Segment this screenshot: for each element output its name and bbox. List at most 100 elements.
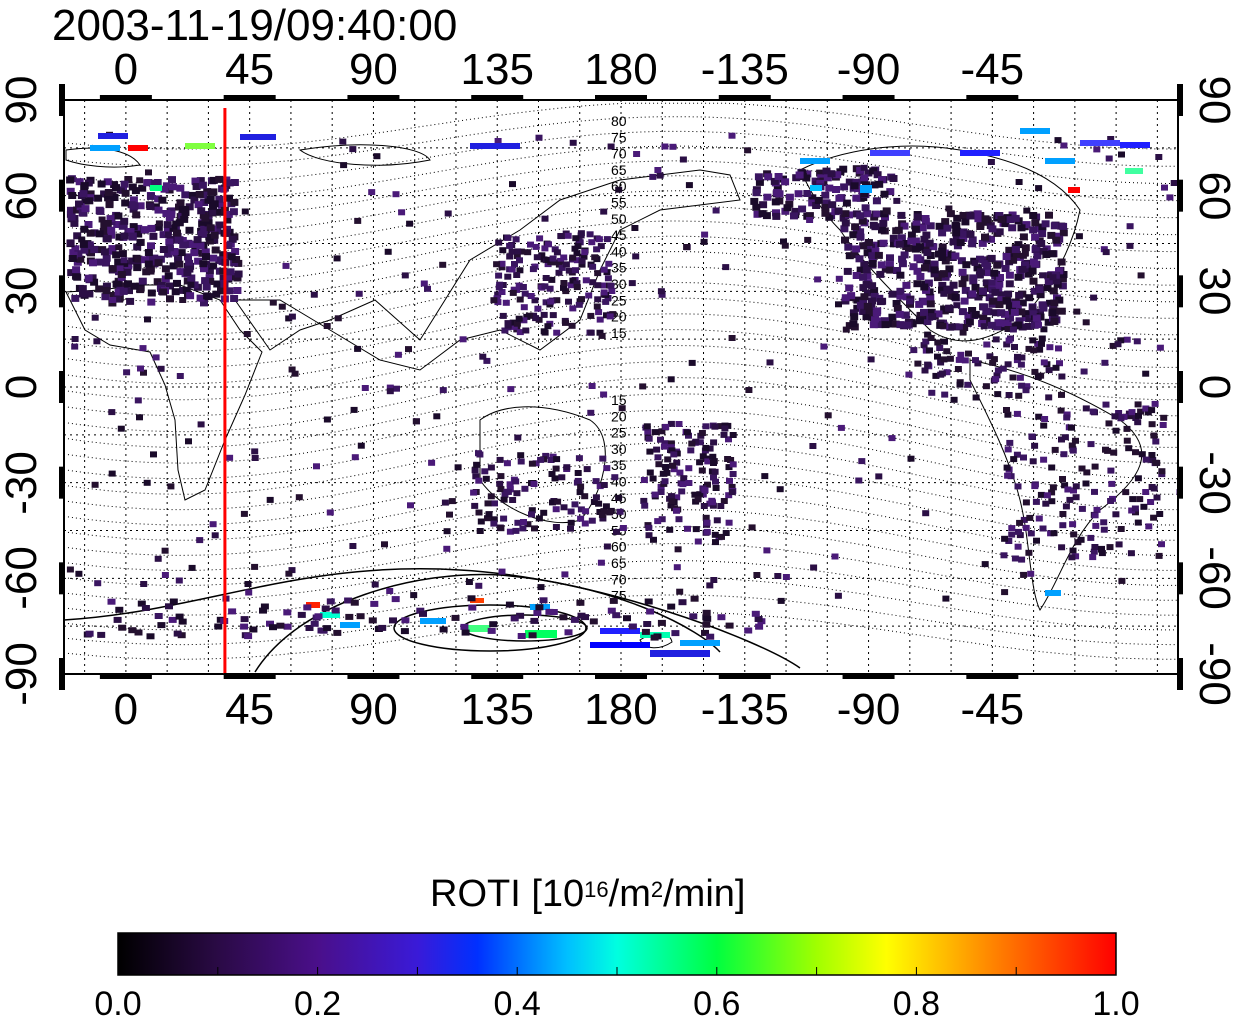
roti-cell xyxy=(140,226,149,234)
roti-cell xyxy=(504,234,512,241)
roti-cell xyxy=(460,623,469,630)
roti-cell xyxy=(1078,505,1086,512)
roti-cell xyxy=(91,481,99,488)
roti-cell-high xyxy=(810,185,822,191)
roti-cell xyxy=(477,518,485,525)
roti-cell xyxy=(532,315,540,322)
roti-cell xyxy=(143,479,151,486)
roti-cell xyxy=(475,450,482,457)
roti-cell xyxy=(1058,282,1067,290)
roti-cell xyxy=(998,291,1006,299)
roti-cell xyxy=(130,282,139,290)
roti-cell xyxy=(1003,297,1011,305)
roti-cell xyxy=(124,262,133,270)
roti-cell xyxy=(974,215,983,223)
roti-cell xyxy=(314,613,323,620)
roti-cell xyxy=(897,211,906,219)
roti-cell xyxy=(882,207,891,215)
roti-cell xyxy=(1004,290,1013,298)
roti-cell xyxy=(694,538,702,545)
roti-cell xyxy=(781,178,790,186)
roti-cell xyxy=(835,301,842,308)
roti-cell xyxy=(1049,287,1058,295)
roti-cell xyxy=(1022,387,1030,394)
roti-cell xyxy=(506,481,514,488)
roti-cell xyxy=(673,507,680,514)
roti-cell xyxy=(188,191,197,199)
roti-cell xyxy=(1156,511,1164,517)
roti-cell xyxy=(535,515,543,522)
roti-cell xyxy=(670,451,678,458)
roti-cell xyxy=(1136,496,1144,503)
roti-cell xyxy=(121,189,130,197)
roti-cell xyxy=(897,234,906,242)
roti-cell xyxy=(232,256,241,263)
roti-cell xyxy=(1125,445,1133,452)
colorbar-tick-label: 0.6 xyxy=(693,985,741,1023)
roti-cell xyxy=(1087,441,1095,448)
roti-cell xyxy=(428,459,436,466)
roti-cell xyxy=(169,262,178,270)
roti-cell xyxy=(688,440,696,447)
roti-cell xyxy=(761,473,769,480)
roti-cell xyxy=(988,284,997,292)
roti-cell xyxy=(187,274,196,282)
roti-cell xyxy=(508,248,516,255)
roti-cell xyxy=(71,336,79,342)
roti-cell xyxy=(924,361,932,368)
roti-cell xyxy=(599,515,607,522)
roti-cell xyxy=(600,266,608,273)
roti-cell xyxy=(619,525,627,531)
roti-cell xyxy=(1134,401,1142,408)
roti-cell xyxy=(310,620,319,627)
roti-cell xyxy=(530,481,538,487)
roti-cell xyxy=(209,209,217,216)
roti-cell xyxy=(108,245,117,253)
roti-cell xyxy=(513,272,521,278)
roti-cell xyxy=(511,261,518,267)
roti-cell xyxy=(701,629,709,636)
roti-cell xyxy=(344,597,353,604)
roti-cell xyxy=(691,491,699,498)
roti-cell-high xyxy=(462,625,490,632)
roti-cell xyxy=(946,323,955,331)
roti-cell xyxy=(510,323,518,330)
roti-cell xyxy=(134,224,143,232)
roti-cell xyxy=(1082,319,1090,326)
roti-cell xyxy=(521,290,529,297)
roti-cell xyxy=(645,435,653,442)
roti-cell xyxy=(169,224,178,232)
roti-cell xyxy=(94,194,103,202)
roti-cell xyxy=(587,329,595,336)
roti-cell xyxy=(401,617,410,624)
roti-cell xyxy=(670,466,678,473)
roti-cell xyxy=(1021,310,1030,318)
roti-cell xyxy=(498,264,506,271)
roti-cell xyxy=(755,178,764,186)
roti-cell xyxy=(71,343,79,350)
roti-cell xyxy=(603,543,611,550)
roti-cell xyxy=(683,244,691,250)
roti-cell xyxy=(165,603,173,610)
roti-cell xyxy=(144,316,151,323)
roti-cell xyxy=(860,164,868,171)
roti-cell xyxy=(1089,408,1097,415)
roti-cell xyxy=(708,497,716,504)
roti-cell xyxy=(373,153,381,160)
roti-cell xyxy=(1001,265,1010,272)
roti-cell xyxy=(164,231,172,238)
roti-cell xyxy=(595,309,603,316)
roti-cell xyxy=(144,260,153,268)
roti-cell xyxy=(971,310,980,318)
roti-cell xyxy=(863,249,872,257)
roti-cell xyxy=(531,525,538,532)
roti-cell xyxy=(172,220,180,227)
roti-cell xyxy=(491,500,498,507)
roti-cell xyxy=(814,276,822,283)
roti-cell xyxy=(1000,552,1008,559)
roti-cell xyxy=(594,282,602,289)
contour-line xyxy=(64,130,1178,185)
roti-cell xyxy=(181,191,190,199)
roti-cell xyxy=(840,183,849,191)
roti-cell xyxy=(1045,367,1053,374)
